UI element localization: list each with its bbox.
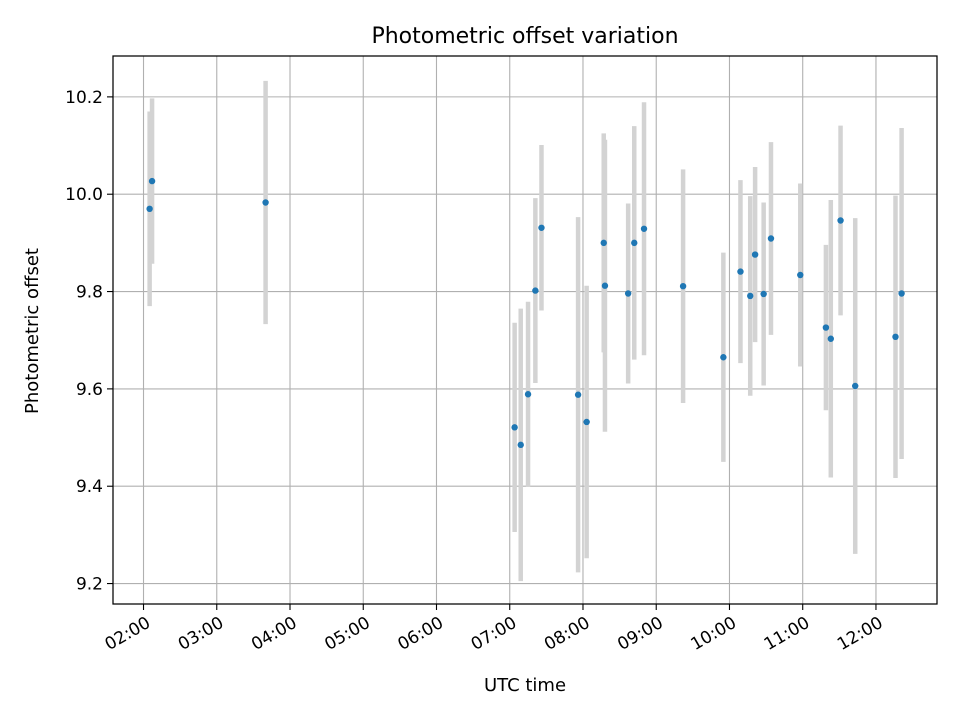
plot-area-frame: [112, 55, 938, 605]
y-axis-ticks: 9.2 9.4 9.6 9.8 10.0 10.2: [65, 88, 113, 595]
y-tick-label: 10.0: [65, 185, 103, 205]
y-tick-label: 9.2: [76, 575, 103, 595]
data-point: [524, 391, 532, 398]
chart-title: Photometric offset variation: [371, 24, 678, 49]
data-point: [624, 290, 632, 297]
x-tick-label: 09:00: [614, 613, 666, 655]
data-point: [262, 199, 269, 206]
data-point: [837, 217, 844, 224]
data-point: [720, 354, 727, 361]
data-point: [583, 418, 590, 426]
x-tick-label: 11:00: [761, 613, 813, 655]
data-point: [822, 324, 830, 331]
x-tick-label: 04:00: [248, 613, 300, 655]
data-point: [751, 251, 759, 258]
y-axis-label: Photometric offset: [22, 248, 43, 414]
x-tick-label: 02:00: [102, 613, 154, 655]
data-point: [148, 177, 156, 185]
x-tick-label: 08:00: [541, 613, 593, 655]
x-axis-label: UTC time: [484, 675, 566, 696]
data-point: [631, 239, 638, 247]
data-point: [737, 268, 744, 275]
data-point: [760, 290, 767, 298]
data-point: [640, 225, 648, 232]
grid-lines: [113, 56, 937, 604]
x-axis-ticks: 02:00 03:00 04:00 05:00 06:00 07:00 08:00 09:00…: [102, 604, 886, 655]
x-tick-label: 06:00: [395, 613, 447, 655]
data-point: [827, 335, 834, 342]
data-point: [852, 382, 859, 390]
data-point: [601, 282, 609, 289]
data-point: [532, 287, 539, 294]
y-tick-label: 9.6: [76, 380, 103, 400]
x-tick-label: 10:00: [688, 613, 740, 655]
y-tick-label: 9.4: [76, 477, 103, 497]
y-tick-label: 10.2: [65, 88, 103, 108]
x-tick-label: 05:00: [321, 613, 373, 655]
data-point: [797, 271, 804, 279]
data-point: [517, 441, 524, 449]
data-point: [511, 424, 518, 431]
data-point: [574, 391, 582, 398]
data-point: [146, 205, 153, 213]
error-bars: [147, 80, 904, 582]
data-point: [898, 290, 905, 297]
data-point: [892, 333, 899, 341]
data-point: [767, 235, 775, 242]
x-tick-label: 07:00: [468, 613, 520, 655]
data-point: [600, 239, 607, 247]
data-point: [538, 224, 545, 231]
data-point: [747, 292, 754, 300]
data-points: [146, 177, 905, 449]
y-tick-label: 9.8: [76, 283, 103, 303]
x-tick-label: 12:00: [834, 613, 886, 655]
x-tick-label: 03:00: [175, 613, 227, 655]
data-point: [679, 282, 687, 290]
